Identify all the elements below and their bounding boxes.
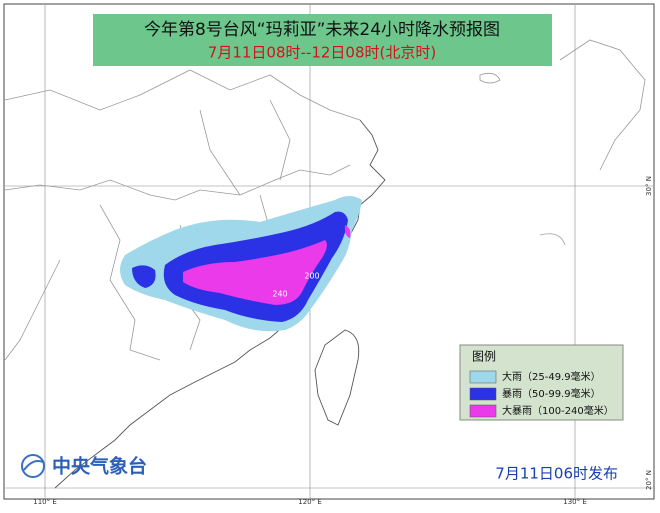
title: 今年第8号台风“玛莉亚”未来24小时降水预报图: [144, 20, 500, 40]
lon-label: 110° E: [33, 498, 57, 506]
lon-label: 130° E: [563, 498, 587, 506]
border: [199, 109, 241, 196]
lat-label: 20° N: [645, 470, 653, 490]
border: [4, 259, 61, 361]
legend-label: 大暴雨（100-240毫米）: [502, 404, 614, 417]
border: [269, 99, 291, 181]
legend-swatch: [469, 370, 497, 384]
border: [4, 69, 361, 121]
rain-area-extreme: [183, 225, 351, 305]
legend-label: 大雨（25-49.9毫米）: [502, 370, 601, 383]
lon-label: 120° E: [298, 498, 322, 506]
legend-items: 大雨（25-49.9毫米） 暴雨（50-99.9毫米） 大暴雨（100-240毫米）: [469, 370, 614, 418]
taiwan: [314, 329, 360, 426]
island: [479, 72, 501, 84]
lat-label: 30° N: [645, 176, 653, 196]
contour-label: 240: [272, 290, 287, 299]
island: [539, 233, 566, 246]
issue-time: 7月11日06时发布: [495, 465, 618, 483]
border: [4, 164, 351, 201]
agency-name: 中央气象台: [52, 455, 147, 478]
legend-swatch: [469, 387, 497, 401]
border: [99, 204, 161, 361]
subtitle: 7月11日08时--12日08时(北京时): [208, 44, 436, 62]
legend-swatch: [469, 404, 497, 418]
legend-label: 暴雨（50-99.9毫米）: [502, 387, 601, 400]
title-box: [93, 14, 552, 66]
logo: [21, 454, 45, 478]
graticule: [5, 5, 653, 498]
contour-label: 200: [304, 272, 319, 281]
japan-coast: [559, 39, 646, 171]
legend-title: 图例: [472, 350, 496, 364]
